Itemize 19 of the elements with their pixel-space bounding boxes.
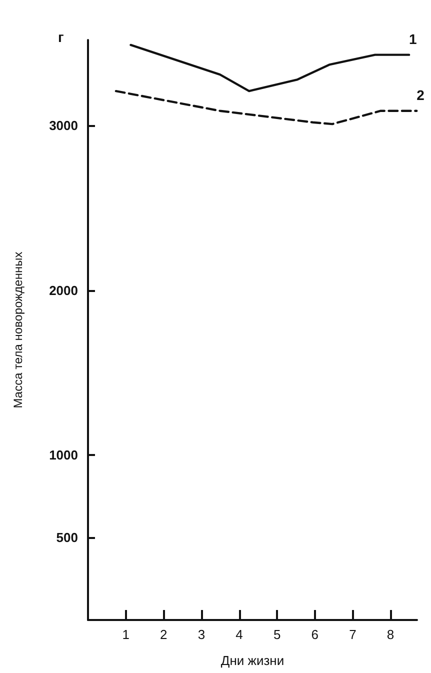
x-tick-label: 2 <box>160 627 168 642</box>
y-tick-label: 2000 <box>49 282 78 298</box>
x-tick-label: 4 <box>236 627 243 642</box>
x-tick-label: 3 <box>198 627 206 642</box>
y-tick-label: 500 <box>56 530 78 546</box>
x-tick-label: 5 <box>273 627 281 642</box>
text: г <box>58 29 64 45</box>
x-tick-label: 7 <box>349 627 356 642</box>
x-tick-label: 6 <box>311 627 319 642</box>
line-series <box>114 90 418 126</box>
y-axis-title: Масса тела новорожденных <box>11 252 25 408</box>
line-series <box>130 44 410 92</box>
series-label: 2 <box>416 86 425 103</box>
series-label: 1 <box>409 30 418 47</box>
x-tick-label: 8 <box>386 627 394 642</box>
x-axis-title: Дни жизни <box>220 653 284 668</box>
y-tick-label: 3000 <box>49 118 78 134</box>
x-tick-label: 1 <box>122 627 130 642</box>
y-tick-label: 1000 <box>49 448 78 463</box>
